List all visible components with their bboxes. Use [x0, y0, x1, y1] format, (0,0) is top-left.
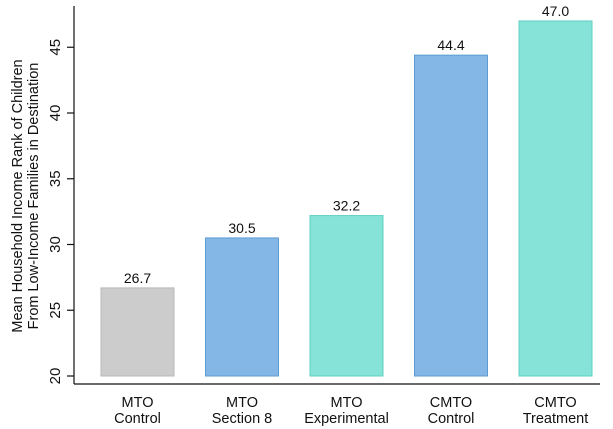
y-tick-label: 45 — [47, 39, 64, 56]
axes — [73, 6, 600, 385]
x-category-label-line1: CMTO — [534, 395, 576, 411]
y-tick-label: 20 — [47, 368, 64, 385]
bar — [518, 20, 593, 377]
x-category-label-line1: MTO — [226, 395, 258, 411]
bar-value-label: 32.2 — [333, 198, 360, 214]
y-axis-title-line: From Low-Income Families in Destination — [26, 63, 42, 330]
bar — [100, 287, 175, 377]
y-tick-label: 40 — [47, 105, 64, 122]
x-category-label-line2: Treatment — [523, 411, 589, 427]
x-category-label-line1: MTO — [331, 395, 363, 411]
y-axis-title-line: Mean Household Income Rank of Children — [10, 59, 26, 332]
y-axis-title: Mean Household Income Rank of Children Fr… — [10, 59, 42, 332]
x-category-label-line2: Control — [428, 411, 475, 427]
x-category-label-line2: Section 8 — [212, 411, 272, 427]
x-category-label-line2: Experimental — [304, 411, 389, 427]
x-category-label-line2: Control — [114, 411, 161, 427]
value-labels: 26.7 30.5 32.2 44.4 47.0 — [124, 3, 569, 286]
y-tick-label: 35 — [47, 170, 64, 187]
bar-value-label: 47.0 — [542, 3, 569, 19]
y-axis-ticks: 20 25 30 35 40 45 — [47, 39, 74, 384]
x-category-label-line1: MTO — [122, 395, 154, 411]
y-tick-label: 30 — [47, 236, 64, 253]
bar-value-label: 26.7 — [124, 270, 151, 286]
bars — [100, 20, 593, 377]
bar-value-label: 44.4 — [437, 37, 464, 53]
x-category-label-line1: CMTO — [430, 395, 472, 411]
bar — [309, 215, 384, 377]
bar — [205, 237, 279, 377]
bar — [414, 54, 488, 377]
bar-value-label: 30.5 — [228, 220, 255, 236]
y-tick-label: 25 — [47, 302, 64, 319]
